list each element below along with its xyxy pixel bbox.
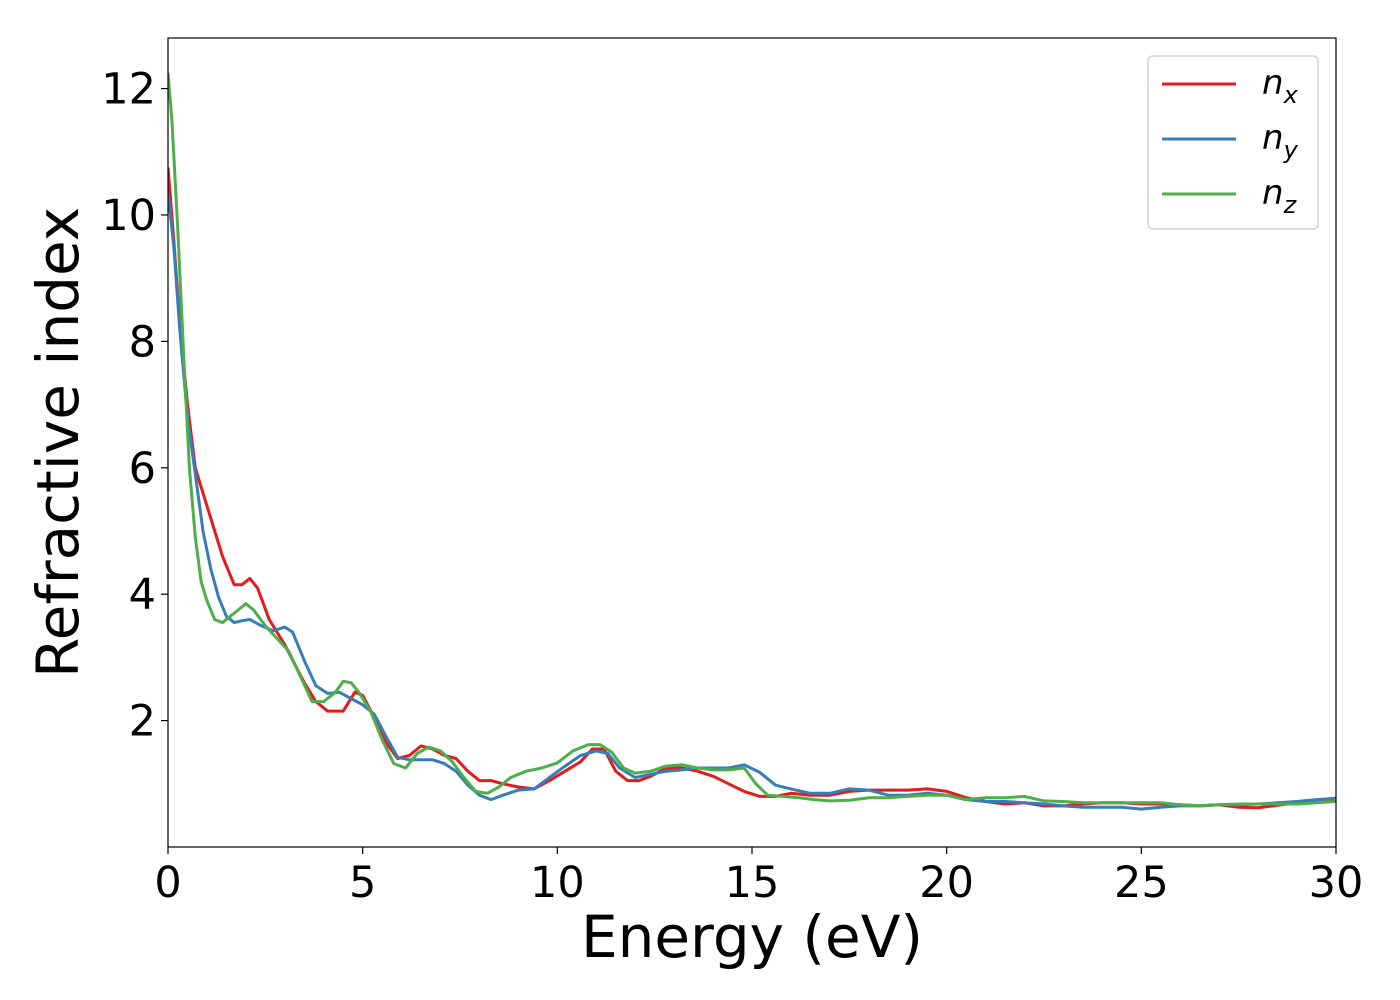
x-tick-label: 0	[154, 858, 181, 908]
x-tick-label: 10	[530, 858, 585, 908]
x-tick-label: 30	[1309, 858, 1364, 908]
y-tick-label: 4	[129, 570, 156, 620]
x-axis-label: Energy (eV)	[581, 903, 923, 971]
x-tick-label: 20	[919, 858, 974, 908]
y-tick-label: 6	[129, 444, 156, 494]
y-tick-label: 2	[129, 697, 156, 747]
series-line-nz	[168, 72, 1336, 808]
legend-label-nz: nz	[1262, 173, 1298, 219]
x-tick-label: 5	[349, 858, 376, 908]
y-tick-label: 8	[129, 317, 156, 367]
y-axis-ticks: 2 4 6 8 10 12	[101, 65, 168, 747]
x-tick-label: 25	[1114, 858, 1169, 908]
legend-box	[1147, 55, 1319, 230]
legend-label-ny: ny	[1262, 118, 1299, 164]
series-line-nx	[168, 167, 1336, 810]
y-tick-label: 10	[101, 191, 156, 241]
y-axis-label: Refractive index	[24, 207, 92, 678]
legend: nx ny nz	[1147, 55, 1319, 230]
x-tick-label: 15	[725, 858, 780, 908]
series-line-ny	[168, 192, 1336, 811]
series-layer	[168, 72, 1336, 811]
legend-label-nx: nx	[1262, 63, 1299, 109]
y-tick-label: 12	[101, 65, 156, 115]
x-axis-ticks: 0 5 10 15 20 25 30	[154, 847, 1363, 908]
